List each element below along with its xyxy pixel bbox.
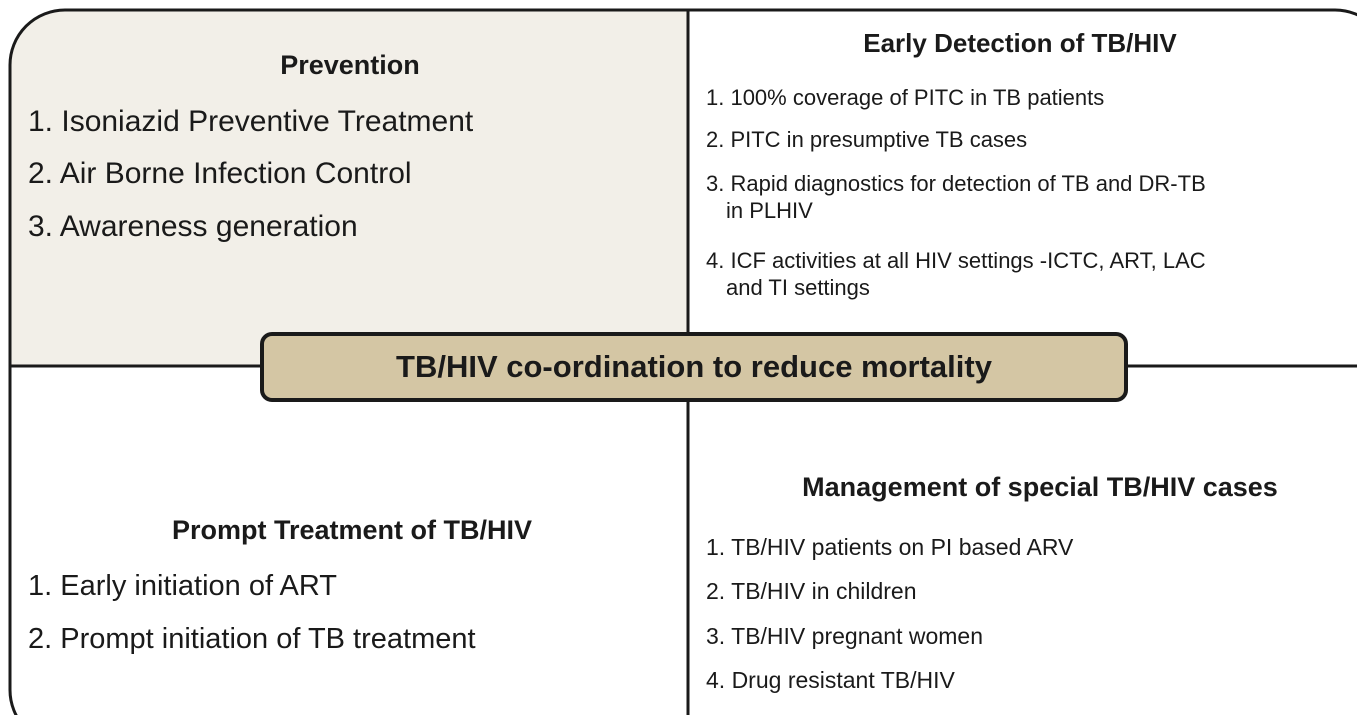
quadrant-title: Early Detection of TB/HIV (863, 28, 1177, 58)
list-item: 2. PITC in presumptive TB cases (706, 127, 1028, 152)
center-box (260, 332, 1128, 402)
prevention-bg (10, 10, 688, 365)
list-item: 3. Rapid diagnostics for detection of TB… (706, 171, 1206, 196)
list-item: 2. Prompt initiation of TB treatment (28, 623, 476, 655)
list-item: 3. Awareness generation (28, 210, 358, 243)
quadrant-title: Prevention (280, 50, 420, 80)
list-item: 1. 100% coverage of PITC in TB patients (706, 85, 1105, 110)
outer-border (8, 8, 1357, 715)
quadrant-title: Prompt Treatment of TB/HIV (171, 515, 533, 545)
list-item: 2. TB/HIV in children (706, 578, 917, 604)
list-item: 1. Early initiation of ART (28, 570, 337, 602)
list-item: 1. Isoniazid Preventive Treatment (28, 105, 474, 138)
center-label: TB/HIV co-ordination to reduce mortality (396, 349, 992, 384)
quadrant-title: Management of special TB/HIV cases (802, 472, 1278, 502)
list-item: in PLHIV (726, 198, 813, 223)
list-item: 3. TB/HIV pregnant women (706, 623, 983, 649)
list-item: 1. TB/HIV patients on PI based ARV (706, 534, 1074, 560)
list-item: and TI settings (726, 275, 870, 300)
list-item: 4. ICF activities at all HIV settings -I… (706, 248, 1206, 273)
list-item: 2. Air Borne Infection Control (28, 157, 412, 190)
list-item: 4. Drug resistant TB/HIV (706, 667, 955, 693)
